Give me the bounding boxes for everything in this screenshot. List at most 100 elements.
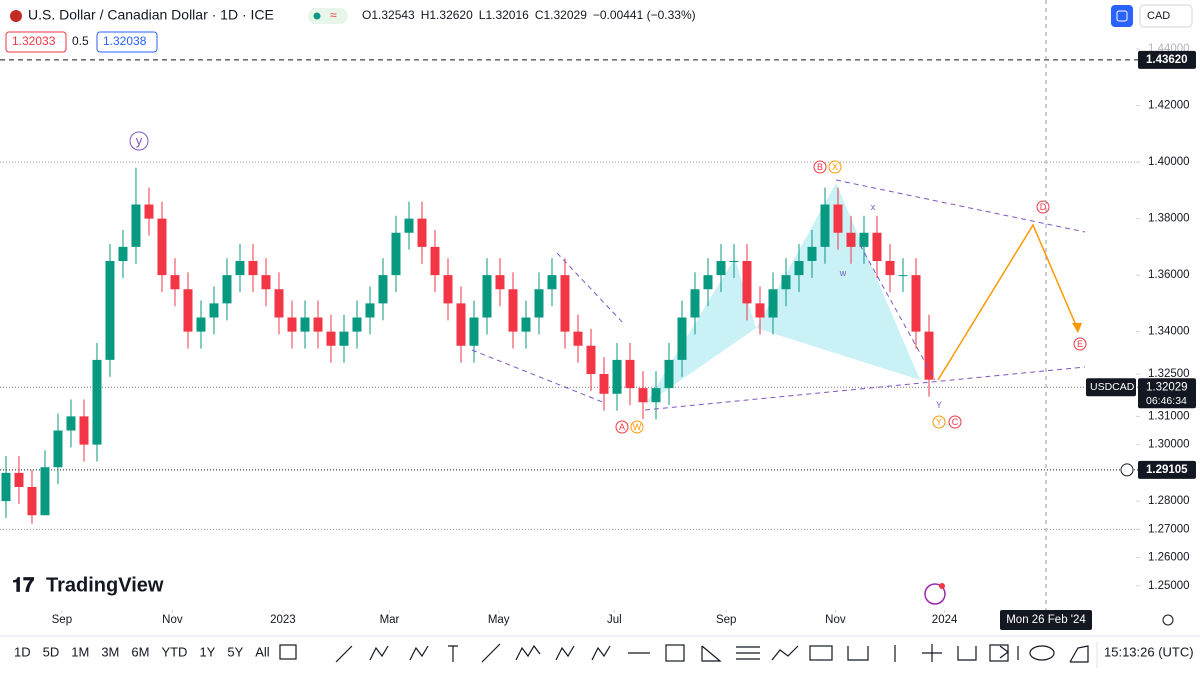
- range-button[interactable]: All: [255, 644, 270, 659]
- tool-icon[interactable]: [957, 646, 977, 661]
- candle-body: [40, 467, 50, 516]
- candle-body: [274, 289, 284, 318]
- tool-icon[interactable]: [409, 645, 429, 661]
- projection: [937, 223, 1079, 381]
- spread: 0.5: [72, 34, 89, 48]
- candle-body: [417, 218, 427, 247]
- tool-icon[interactable]: [448, 645, 458, 662]
- range-button[interactable]: 5Y: [227, 644, 243, 659]
- candle-body: [742, 261, 752, 304]
- candle-body: [300, 317, 310, 332]
- candle-body: [521, 317, 531, 332]
- tool-icon[interactable]: [771, 645, 799, 661]
- range-button[interactable]: 5D: [43, 644, 60, 659]
- candle-body: [92, 359, 102, 445]
- tool-icon[interactable]: [279, 644, 297, 660]
- bid-box[interactable]: [5, 31, 67, 53]
- candle-body: [885, 261, 895, 276]
- tool-icon[interactable]: [809, 645, 833, 661]
- tool-icon[interactable]: [369, 645, 389, 661]
- range-button[interactable]: 1M: [71, 644, 89, 659]
- candle-body: [664, 359, 674, 389]
- candle-body: [651, 388, 661, 403]
- clock: 15:13:26 (UTC): [1104, 644, 1194, 659]
- candle-body: [729, 261, 739, 262]
- y-tick-label: 1.42000: [1148, 100, 1190, 112]
- wave-circle: [129, 131, 149, 151]
- candle-body: [794, 261, 804, 276]
- currency[interactable]: CAD: [1147, 10, 1170, 22]
- compare-button[interactable]: [1111, 5, 1133, 27]
- ohlc: O1.32543 H1.32620 L1.32016 C1.32029 −0.00441…: [362, 8, 696, 22]
- y-tick-label: 1.32500: [1148, 368, 1190, 380]
- tool-icon[interactable]: [701, 645, 722, 662]
- candle-body: [768, 289, 778, 318]
- x-tick-label: Mar: [380, 614, 400, 626]
- price-label: 1.43620: [1146, 54, 1188, 66]
- wave-circle: [828, 160, 842, 174]
- y-tick-label: 1.30000: [1148, 439, 1190, 451]
- candle-body: [105, 261, 115, 360]
- x-tick-label: May: [488, 614, 510, 626]
- tool-icon[interactable]: [1069, 645, 1089, 663]
- tool-icon[interactable]: [481, 643, 501, 663]
- ohlc-value: C1.32029: [535, 8, 587, 22]
- bid[interactable]: 1.32033: [12, 34, 56, 48]
- tool-icon[interactable]: [847, 646, 869, 661]
- candle-body: [495, 275, 505, 290]
- wave-label: W: [633, 422, 642, 432]
- tool-icon[interactable]: [591, 645, 611, 661]
- trendline: [859, 244, 936, 381]
- trendlines: [471, 179, 1086, 411]
- wave-circle: [948, 415, 962, 429]
- range-button[interactable]: 1D: [14, 644, 31, 659]
- x-tick-label: 2023: [270, 614, 296, 626]
- x-tick-label: Nov: [162, 614, 183, 626]
- tool-icon[interactable]: [335, 645, 353, 663]
- wave-label: D: [1040, 202, 1047, 212]
- symbol-title: U.S. Dollar / Canadian Dollar · 1D · ICE: [28, 7, 274, 23]
- candle-body: [248, 261, 258, 276]
- tool-icon[interactable]: [989, 644, 1009, 662]
- wave-label: w: [839, 268, 847, 278]
- candle-body: [1, 472, 11, 502]
- candle-body: [690, 289, 700, 318]
- ask[interactable]: 1.32038: [103, 34, 147, 48]
- tool-icon[interactable]: [665, 644, 685, 662]
- countdown: 06:46:34: [1146, 395, 1187, 407]
- y-tick-label: 1.28000: [1148, 495, 1190, 507]
- candle-body: [235, 261, 245, 276]
- ask-box[interactable]: [96, 31, 158, 53]
- candle-body: [638, 388, 648, 403]
- tool-icon[interactable]: [999, 645, 1009, 659]
- wave-label: B: [817, 162, 823, 172]
- range-button[interactable]: 3M: [101, 644, 119, 659]
- x-tick-label: Sep: [716, 614, 736, 626]
- range-button[interactable]: 1Y: [199, 644, 215, 659]
- tool-icon[interactable]: [555, 645, 575, 661]
- candle-body: [209, 303, 219, 318]
- add-alert: [1120, 463, 1134, 477]
- wave-label: x: [871, 202, 876, 212]
- wave-circle: [813, 160, 827, 174]
- y-tick-label: 1.40000: [1148, 156, 1190, 168]
- crosshair-date: Mon 26 Feb '24: [1006, 614, 1086, 626]
- candle-body: [131, 204, 141, 247]
- candle-body: [14, 472, 24, 487]
- settings-icon[interactable]: [1162, 614, 1174, 626]
- y-tick-label: 1.34000: [1148, 326, 1190, 338]
- event-icon[interactable]: [924, 583, 946, 605]
- range-button[interactable]: 6M: [131, 644, 149, 659]
- candle-body: [898, 275, 908, 277]
- candle-body: [118, 246, 128, 261]
- currency-select[interactable]: [1139, 4, 1193, 28]
- wave-label: X: [832, 162, 838, 172]
- candle-body: [469, 317, 479, 346]
- tool-icon[interactable]: [1029, 645, 1055, 661]
- candle-body: [339, 331, 349, 346]
- range-button[interactable]: YTD: [161, 644, 187, 659]
- candle-body: [313, 317, 323, 332]
- tool-icon[interactable]: [515, 644, 541, 661]
